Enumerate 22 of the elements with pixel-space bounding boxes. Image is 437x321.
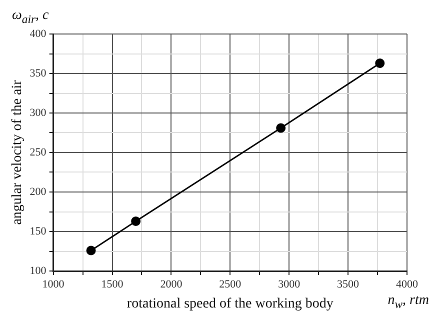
- y-axis-title: angular velocity of the air: [10, 80, 26, 225]
- point: [276, 123, 286, 133]
- text: ω$_{air}$, c: [12, 8, 49, 26]
- x-tick-label: 3000: [278, 278, 301, 290]
- x-tick-label: 2000: [160, 278, 183, 290]
- point: [375, 58, 385, 68]
- y-tick-label: 400: [30, 28, 47, 40]
- y-tick-label: 250: [30, 146, 47, 158]
- x-tick-label: 2500: [219, 278, 242, 290]
- y-tick-label: 300: [30, 106, 47, 119]
- y-tick-label: 350: [30, 67, 47, 80]
- y-tick-label: 100: [30, 264, 47, 277]
- x-tick-label: 1500: [101, 278, 124, 290]
- y-tick-label: 200: [30, 186, 47, 198]
- x-tick-label: 1000: [42, 278, 65, 290]
- y-tick-label: 150: [30, 225, 47, 238]
- x-tick-label: 3500: [337, 278, 360, 290]
- x-axis-title: rotational speed of the working body: [126, 296, 334, 312]
- point: [131, 216, 141, 226]
- point: [86, 246, 96, 256]
- text: n$_{w}$, rtm: [388, 293, 429, 311]
- x-tick-label: 4000: [396, 278, 418, 290]
